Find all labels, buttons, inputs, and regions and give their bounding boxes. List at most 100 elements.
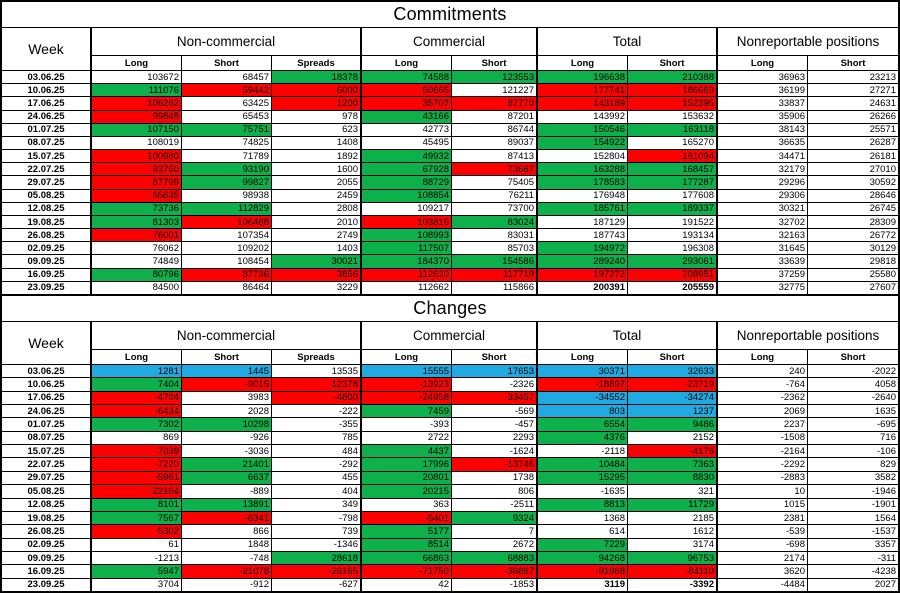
value-cell: 186669 (628, 84, 718, 97)
value-cell: -36867 (452, 565, 538, 578)
value-cell: 3119 (538, 578, 628, 591)
value-cell: 363 (362, 498, 452, 511)
table-row: 05.08.25 -22164 -889 404 20215 806 -1635 321 10 -… (2, 484, 898, 498)
value-cell: 66863 (362, 551, 452, 565)
value-cell: -5401 (362, 511, 452, 525)
value-cell: 112662 (362, 281, 452, 294)
value-cell: 7363 (628, 458, 718, 471)
week-cell: 09.09.25 (2, 255, 92, 268)
value-cell: 75751 (182, 123, 272, 136)
value-cell: -764 (718, 378, 808, 391)
value-cell: 34471 (718, 150, 808, 163)
value-cell: 1600 (272, 163, 362, 176)
table-row: 12.08.25 73736 112829 2808 109217 73700 185761… (2, 201, 898, 215)
value-cell: 6637 (182, 471, 272, 485)
value-cell: 28309 (869, 216, 896, 228)
column-header-short: Short (182, 350, 272, 364)
value-cell: -34274 (628, 391, 718, 405)
value-cell: 2055 (272, 176, 362, 189)
value-cell: 112829 (182, 202, 272, 215)
value-cell: 112620 (362, 268, 452, 281)
column-header-long: Long (538, 350, 628, 364)
value-cell: 109217 (362, 202, 452, 215)
table-row: 16.09.25 5947 -21078 -26165 -71750 -36867 -919… (2, 564, 898, 578)
value-cell: 121227 (452, 84, 538, 97)
value-cell: 1445 (182, 365, 272, 378)
value-cell: -5961 (92, 471, 182, 485)
value-cell: 67928 (362, 163, 452, 176)
value-cell: 108854 (362, 189, 452, 202)
week-cell: 19.08.25 (2, 215, 92, 229)
value-cell: 1564 (874, 512, 896, 524)
value-cell: 8514 (362, 538, 452, 551)
value-cell: 178583 (538, 176, 628, 189)
value-cell: 7459 (362, 405, 452, 418)
value-cell: -2362 (718, 391, 808, 405)
table-row: 01.07.25 107150 75751 623 42773 86744 150546 16… (2, 122, 898, 136)
value-cell: -34552 (538, 391, 628, 405)
table-row: 05.08.25 65635 98938 2459 108854 76211 176948 1… (2, 188, 898, 202)
value-cell: 32702 (718, 215, 808, 229)
value-cell: 117507 (362, 242, 452, 255)
table-row: 01.07.25 7302 10298 -355 -393 -457 6554 9486 223… (2, 417, 898, 431)
value-cell: 65635 (92, 189, 182, 202)
table-row: 17.06.25 -4794 3983 -4800 -24958 -33457 -34552… (2, 390, 898, 405)
value-cell: -292 (272, 458, 362, 471)
changes-table: Changes Week Non-commercial Long Short Sprea… (2, 294, 898, 591)
table-row: 26.08.25 76001 107354 2749 108993 83031 187743… (2, 228, 898, 242)
value-cell: 2185 (628, 511, 718, 525)
group-header-nonreportable-positions: Nonreportable positions (718, 28, 898, 56)
value-cell: -4238 (871, 565, 896, 577)
column-header-long: Long (718, 350, 808, 364)
value-cell: 15555 (362, 365, 452, 378)
week-cell: 03.06.25 (2, 71, 92, 84)
value-cell: -84110 (628, 565, 718, 578)
value-cell: 107150 (92, 123, 182, 136)
table-row: 19.08.25 81303 106488 2010 103816 83024 187129… (2, 214, 898, 229)
value-cell: 94268 (538, 551, 628, 565)
value-cell: 2749 (272, 229, 362, 242)
table-row: 08.07.25 869 -926 785 2722 2293 4376 2152 -1508 7… (2, 430, 898, 445)
value-cell: 1848 (182, 538, 272, 551)
column-header-long: Long (362, 56, 452, 70)
table-row: 15.07.25 100980 71789 1892 49932 87413 152804 1… (2, 149, 898, 163)
value-cell: -1537 (871, 525, 896, 537)
value-cell: 829 (880, 459, 896, 471)
column-header-short: Short (628, 350, 718, 364)
value-cell: -539 (718, 525, 808, 538)
value-cell: -1346 (272, 538, 362, 551)
value-cell: 5947 (92, 565, 182, 578)
value-cell: 197272 (538, 268, 628, 281)
value-cell: 63425 (182, 97, 272, 110)
group-header-total: Total (538, 322, 718, 350)
week-cell: 12.08.25 (2, 202, 92, 215)
value-cell: 176948 (538, 189, 628, 202)
value-cell: 68457 (182, 71, 272, 84)
value-cell: 109202 (182, 242, 272, 255)
value-cell: 2174 (718, 551, 808, 565)
value-cell: 7 (452, 525, 538, 538)
value-cell: 28646 (869, 190, 896, 202)
value-cell: -912 (182, 578, 272, 591)
week-cell: 26.08.25 (2, 229, 92, 242)
value-cell: -2292 (718, 458, 808, 471)
value-cell: 30371 (538, 365, 628, 378)
value-cell: 10 (718, 485, 808, 498)
column-header-short: Short (452, 350, 538, 364)
value-cell: 152804 (538, 150, 628, 163)
value-cell: 177608 (628, 189, 718, 202)
value-cell: 4437 (362, 445, 452, 458)
value-cell: 42773 (362, 123, 452, 136)
value-cell: 49932 (362, 150, 452, 163)
value-cell: 106282 (92, 97, 182, 110)
value-cell: 26287 (869, 137, 896, 149)
value-cell: 99848 (92, 110, 182, 123)
column-header-short: Short (452, 56, 538, 70)
commitments-title: Commitments (2, 2, 898, 28)
value-cell: 3229 (272, 281, 362, 294)
value-cell: 163288 (538, 163, 628, 176)
value-cell: 7404 (92, 378, 182, 391)
value-cell: 107354 (182, 229, 272, 242)
column-header-short: Short (182, 56, 272, 70)
value-cell: 29306 (718, 189, 808, 202)
